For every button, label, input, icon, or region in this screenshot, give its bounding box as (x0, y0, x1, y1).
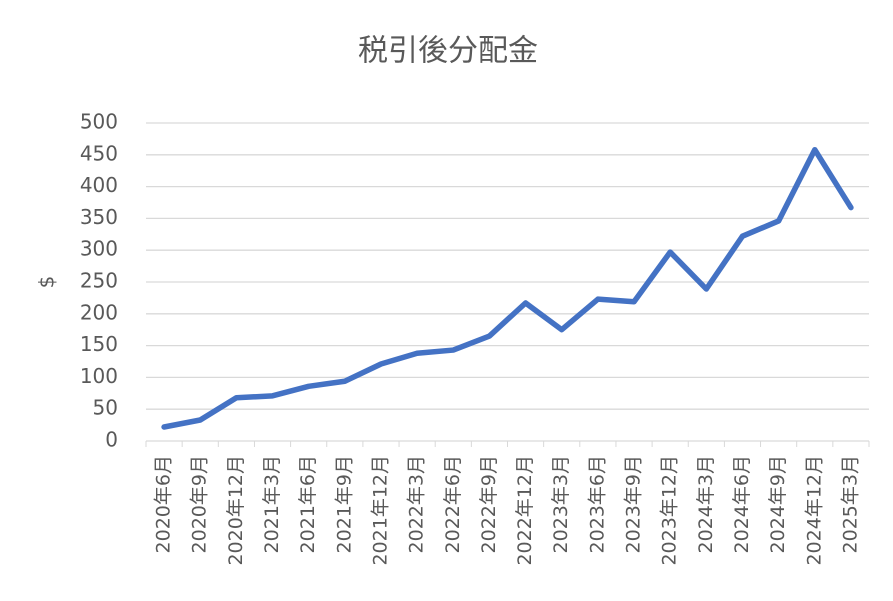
x-tick-label: 2024年3月 (695, 455, 717, 553)
x-tick-label: 2022年3月 (406, 455, 428, 553)
x-tick-label: 2023年9月 (623, 455, 645, 553)
y-axis-label: $ (35, 276, 59, 289)
x-tick-label: 2024年9月 (767, 455, 789, 553)
x-tick-label: 2023年12月 (659, 455, 681, 566)
x-tick-label: 2021年12月 (369, 455, 391, 566)
y-tick-label: 400 (80, 173, 118, 197)
line-series (161, 146, 854, 430)
y-tick-label: 350 (80, 205, 118, 229)
y-tick-label: 250 (80, 269, 118, 293)
y-tick-label: 200 (80, 300, 118, 324)
y-tick-label: 100 (80, 364, 118, 388)
x-tick-label: 2022年9月 (478, 455, 500, 553)
y-tick-label: 150 (80, 332, 118, 356)
x-tick-label: 2022年6月 (442, 455, 464, 553)
x-tick-label: 2021年3月 (261, 455, 283, 553)
x-tick-label: 2025年3月 (839, 455, 861, 553)
x-tick-label: 2021年6月 (297, 455, 319, 553)
x-tick-label: 2024年6月 (731, 455, 753, 553)
y-tick-label: 50 (93, 396, 118, 420)
x-tick-label: 2020年12月 (225, 455, 247, 566)
x-tick-label: 2020年9月 (189, 455, 211, 553)
x-tick-label: 2023年3月 (550, 455, 572, 553)
x-tick-label: 2020年6月 (153, 455, 175, 553)
y-tick-label: 450 (80, 141, 118, 165)
x-tick-label: 2022年12月 (514, 455, 536, 566)
x-tick-label: 2023年6月 (586, 455, 608, 553)
chart-title: 税引後分配金 (358, 34, 538, 69)
x-tick-label: 2021年9月 (333, 455, 355, 553)
x-tick-label: 2024年12月 (803, 455, 825, 566)
y-tick-label: 300 (80, 237, 118, 261)
y-tick-label: 0 (105, 428, 118, 452)
y-tick-label: 500 (80, 110, 118, 134)
